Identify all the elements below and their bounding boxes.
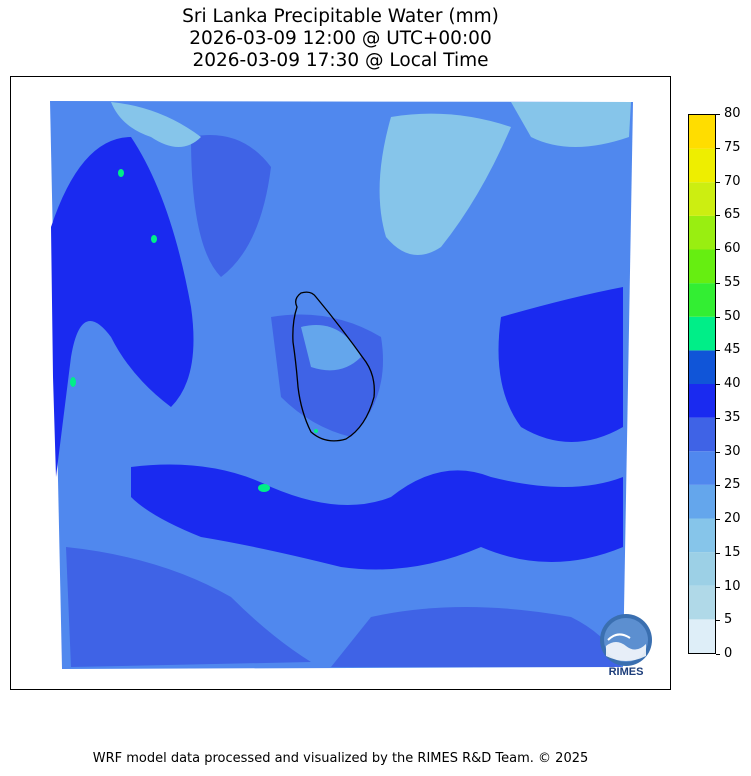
colorbar-tick-label: 15 [724,544,741,560]
pw-zone-northeast-light [511,102,631,147]
colorbar-tick: 50 [716,308,746,324]
pw-spot-3 [70,377,76,387]
colorbar-tick-label: 55 [724,274,741,290]
colorbar-segment [689,552,715,586]
colorbar-tick-label: 35 [724,409,741,425]
colorbar-tick-label: 60 [724,241,741,256]
pw-zone-southwest-dark [66,547,311,667]
colorbar-tick: 55 [716,274,746,290]
rimes-logo-graphic: RIMES [600,614,652,678]
colorbar-tick: 40 [716,377,746,391]
map-title: Sri Lanka Precipitable Water (mm) 2026-0… [0,6,681,72]
colorbar-tick-mark [716,654,720,655]
title-line-1: Sri Lanka Precipitable Water (mm) [182,6,499,27]
colorbar-tick-label: 0 [724,646,733,661]
colorbar-tick: 60 [716,242,746,256]
colorbar-segment [689,283,715,317]
colorbar-segment [689,384,715,418]
colorbar-tick-label: 80 [724,106,741,121]
colorbar-segment [689,182,715,216]
colorbar-tick: 20 [716,512,746,526]
colorbar-segment [689,115,715,149]
pw-zone-west [51,137,194,477]
colorbar-tick: 70 [716,173,746,189]
colorbar-tick-mark [716,586,720,588]
colorbar-tick-mark [716,215,720,217]
colorbar-svg [689,115,715,653]
map-frame [10,76,671,690]
pw-zone-central-dark [271,314,383,437]
colorbar-segment [689,619,715,653]
colorbar-tick-mark [716,147,720,149]
sri-lanka-outline [292,291,375,442]
colorbar-tick-label: 75 [724,139,741,155]
map-svg [50,101,633,669]
pw-spot-1 [118,169,124,177]
footer-credit: WRF model data processed and visualized … [92,751,589,766]
colorbar-tick-mark [716,519,720,520]
colorbar-tick-label: 30 [724,443,741,459]
colorbar-tick-label: 25 [724,477,741,493]
colorbar-tick: 30 [716,443,746,459]
colorbar-tick-mark [716,249,720,250]
colorbar-tick-mark [716,350,720,352]
colorbar-tick: 65 [716,208,746,222]
colorbar-segment [689,518,715,553]
colorbar-tick-label: 50 [724,308,741,324]
colorbar [688,114,716,654]
colorbar-tick-mark [716,282,720,284]
colorbar-tick-label: 5 [724,612,733,628]
colorbar-tick-mark [716,316,720,318]
colorbar-tick: 45 [716,343,746,357]
colorbar-tick-mark [716,417,720,419]
colorbar-segment [689,350,715,384]
pw-zone-southeast-dark [331,607,621,667]
colorbar-tick: 25 [716,478,746,492]
colorbar-segment [689,451,715,485]
colorbar-tick: 5 [716,613,746,627]
pw-zone-north-dark [191,135,271,277]
colorbar-tick-mark [716,620,720,622]
pw-zone-northwest-light [111,102,201,147]
colorbar-tick: 0 [716,647,746,661]
colorbar-segment [689,417,715,452]
colorbar-tick-mark [716,451,720,453]
rimes-logo: RIMES [596,612,656,678]
colorbar-tick-label: 45 [724,342,741,358]
pw-zone-east [498,287,623,442]
title-line-3: 2026-03-09 17:30 @ Local Time [192,50,489,71]
colorbar-segment [689,316,715,351]
pw-spot-4 [258,484,270,492]
colorbar-segment [689,484,715,519]
colorbar-segment [689,215,715,250]
colorbar-tick-label: 10 [724,578,741,594]
colorbar-segment [689,249,715,284]
colorbar-tick: 15 [716,544,746,560]
pw-spot-2 [151,235,157,243]
colorbar-tick: 10 [716,578,746,594]
colorbar-tick-mark [716,384,720,385]
logo-text: RIMES [609,666,644,678]
colorbar-tick-label: 20 [724,511,741,526]
colorbar-tick: 35 [716,409,746,425]
pw-spot-5 [314,429,318,433]
colorbar-tick-label: 70 [724,173,741,189]
colorbar-tick: 80 [716,107,746,121]
colorbar-segment [689,148,715,183]
pw-zone-north-light [379,113,511,255]
colorbar-segment [689,585,715,620]
colorbar-tick-mark [716,114,720,115]
pw-zone-south [131,464,623,570]
colorbar-tick: 75 [716,139,746,155]
colorbar-tick-mark [716,181,720,183]
colorbar-tick-mark [716,552,720,554]
title-line-2: 2026-03-09 12:00 @ UTC+00:00 [189,28,492,49]
pw-zone-central-light [301,325,361,371]
colorbar-tick-label: 40 [724,376,741,391]
colorbar-tick-mark [716,485,720,487]
colorbar-tick-label: 65 [724,207,741,223]
